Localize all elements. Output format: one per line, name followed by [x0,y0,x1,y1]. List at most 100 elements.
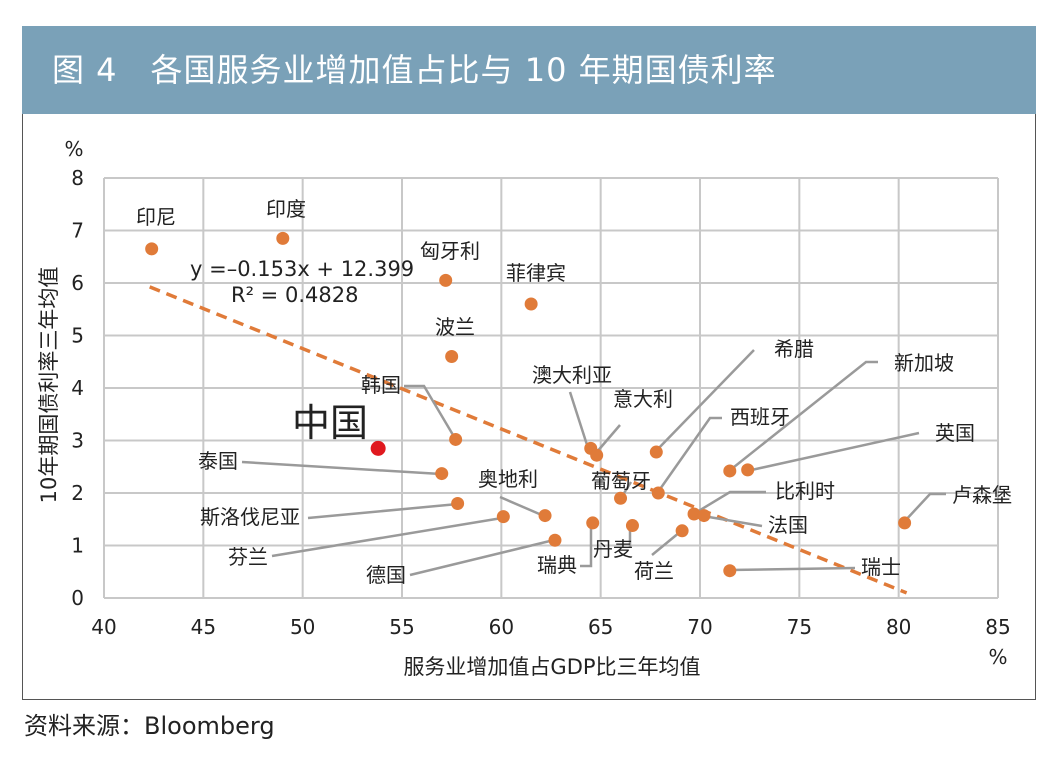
y-unit-label: % [64,137,83,161]
data-point [435,467,449,481]
data-point [697,509,711,523]
point-label: 葡萄牙 [591,469,651,493]
grid-lines [103,177,999,599]
data-point [370,440,386,456]
x-unit-label: % [988,645,1007,669]
x-tick-label: 50 [290,615,315,639]
leader-line [729,566,856,572]
leader-line [691,490,766,517]
x-tick-label: 60 [489,615,514,639]
data-point [741,463,755,477]
data-point [590,448,604,462]
point-label: 英国 [935,421,975,445]
y-tick-label: 5 [71,324,84,348]
x-tick-label: 80 [886,615,911,639]
point-label: 德国 [366,563,406,587]
data-point [548,533,562,547]
source-note: 资料来源：Bloomberg [24,712,275,740]
leader-line [702,514,763,528]
leader-line [728,360,878,472]
leader-line [651,531,681,556]
leader-line [656,416,722,493]
x-tick-label: 40 [91,615,116,639]
leader-line [271,516,503,558]
y-tick-label: 8 [71,166,84,190]
y-tick-label: 1 [71,534,84,558]
data-point [524,297,538,311]
leader-lines [241,349,946,577]
leader-line [409,538,555,577]
data-point [723,564,737,578]
point-label: 印度 [266,197,306,221]
leader-line [580,523,593,568]
point-label: 匈牙利 [420,239,480,263]
point-label: 瑞士 [861,555,901,579]
data-point [675,524,689,538]
y-tick-label: 3 [71,429,84,453]
data-point [723,464,737,478]
figure-title: 图 4 各国服务业增加值占比与 10 年期国债利率 [22,26,1036,114]
data-point [445,350,459,363]
x-axis-label: 服务业增加值占GDP比三年均值 [403,655,700,679]
leader-line [307,502,459,520]
trendline-r2: R² = 0.4828 [231,283,358,307]
chart-frame [22,114,1036,700]
point-label: 法国 [768,513,808,537]
data-point [649,445,663,459]
point-label: 新加坡 [894,351,954,375]
point-label: 卢森堡 [952,483,1012,507]
x-tick-label: 75 [787,615,812,639]
leader-line [404,384,458,441]
point-label: 泰国 [198,449,238,473]
data-point [614,491,628,505]
point-label: 奥地利 [478,467,538,491]
point-label: 西班牙 [730,405,790,429]
point-label: 印尼 [136,205,176,229]
leader-line [595,424,621,454]
data-point [651,486,665,500]
data-point [586,516,600,530]
y-tick-label: 4 [71,376,84,400]
x-tick-label: 55 [389,615,414,639]
point-label: 瑞典 [537,553,577,577]
y-tick-label: 6 [71,271,84,295]
y-axis-label: 10年期国债利率三年均值 [37,267,61,504]
data-point [451,497,465,510]
y-tick-label: 2 [71,481,84,505]
trendline-group [149,285,908,595]
trendline-equation: y =–0.153x + 12.399 [190,257,414,281]
data-point [276,231,290,245]
leader-line [903,492,946,523]
leader-line [746,431,920,473]
leader-line [499,495,545,518]
point-label: 丹麦 [593,537,633,561]
y-tick-label: 7 [71,219,84,243]
data-point [538,509,552,523]
point-label: 韩国 [361,373,401,397]
point-label: 波兰 [435,315,475,339]
point-label: 中国 [292,401,368,445]
x-tick-label: 85 [985,615,1010,639]
x-tick-label: 65 [588,615,613,639]
x-tick-label: 45 [191,615,216,639]
point-label: 希腊 [774,337,814,361]
y-tick-label: 0 [71,586,84,610]
point-label: 澳大利亚 [532,363,612,387]
data-point [449,432,463,446]
data-points [145,231,912,578]
data-point [898,516,912,530]
data-point [145,242,159,256]
x-tick-label: 70 [687,615,712,639]
data-point [439,273,453,287]
point-label: 芬兰 [228,545,268,569]
leader-line [654,349,755,453]
leader-line [568,391,590,449]
point-label: 菲律宾 [506,261,566,285]
data-point [687,507,701,521]
point-label: 意大利 [613,387,673,411]
point-label: 斯洛伐尼亚 [200,505,300,529]
data-point [625,519,639,533]
